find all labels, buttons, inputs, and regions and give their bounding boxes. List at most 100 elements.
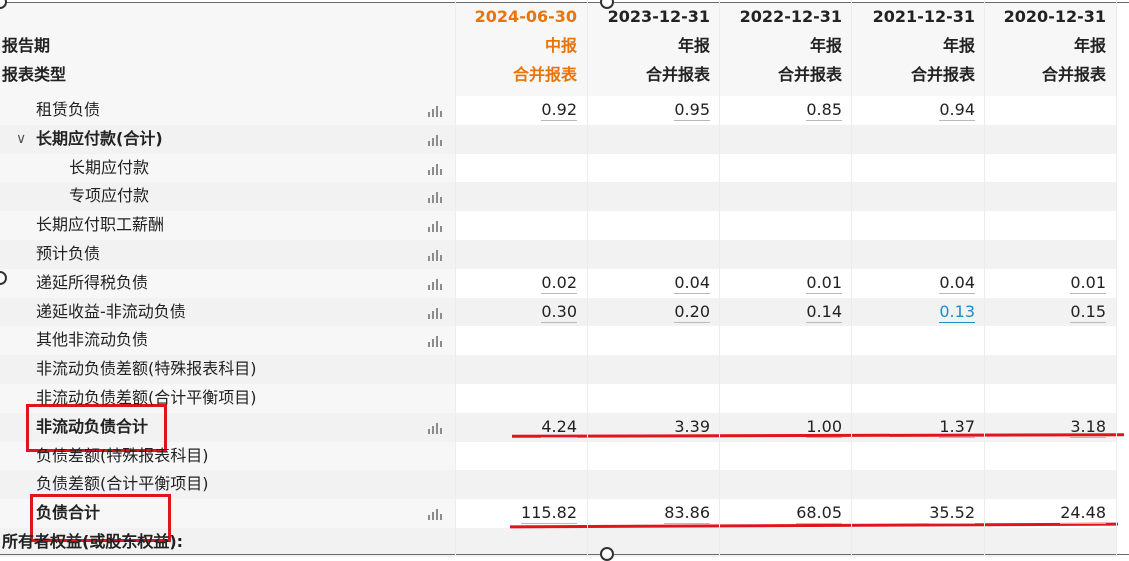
column-separator bbox=[587, 0, 588, 556]
bar-chart-icon[interactable] bbox=[428, 508, 442, 521]
value-text[interactable]: 83.86 bbox=[664, 503, 710, 525]
value-text[interactable]: 3.39 bbox=[674, 416, 710, 438]
bar-chart-icon[interactable] bbox=[428, 307, 442, 319]
value-text[interactable]: 0.20 bbox=[674, 301, 710, 323]
value-text[interactable]: 0.02 bbox=[541, 272, 577, 294]
value-cell[interactable]: 0.85 bbox=[720, 99, 842, 121]
header-period-col1: 中报 bbox=[544, 36, 577, 55]
bar-chart-icon[interactable] bbox=[428, 335, 442, 348]
header-type-col5: 合并报表 bbox=[1041, 65, 1106, 84]
bar-chart-icon[interactable] bbox=[428, 278, 442, 290]
value-text[interactable]: 0.30 bbox=[541, 301, 577, 323]
row-label: 预计负债 bbox=[36, 244, 101, 263]
bar-chart-icon[interactable] bbox=[428, 163, 442, 175]
row-label: 长期应付款 bbox=[69, 157, 150, 177]
value-text[interactable]: 3.18 bbox=[1070, 416, 1106, 438]
value-text[interactable]: 1.00 bbox=[806, 416, 842, 438]
value-text[interactable]: 0.01 bbox=[806, 272, 842, 294]
value-text[interactable]: 1.37 bbox=[939, 416, 975, 438]
bar-chart-icon[interactable] bbox=[428, 191, 442, 204]
frame-bottom-border bbox=[0, 554, 1129, 555]
value-text[interactable]: 0.14 bbox=[806, 301, 842, 323]
value-text[interactable]: 0.95 bbox=[674, 100, 710, 121]
value-cell[interactable]: 0.92 bbox=[455, 99, 577, 121]
row-stripe bbox=[0, 412, 1116, 442]
expand-chevron-icon[interactable]: ∨ bbox=[16, 130, 27, 147]
value-text[interactable]: 0.92 bbox=[541, 100, 577, 121]
bar-chart-icon[interactable] bbox=[428, 422, 442, 434]
row-label: 长期应付职工薪酬 bbox=[36, 215, 165, 235]
value-text[interactable]: 0.85 bbox=[806, 100, 842, 121]
column-separator bbox=[984, 0, 985, 556]
value-cell[interactable]: 0.04 bbox=[588, 272, 710, 294]
value-cell[interactable]: 0.95 bbox=[588, 99, 710, 121]
row-label: 非流动负债差额(合计平衡项目) bbox=[36, 388, 257, 407]
value-text[interactable]: 115.82 bbox=[521, 503, 577, 525]
value-cell[interactable]: 0.02 bbox=[455, 272, 577, 294]
header-period-col2: 年报 bbox=[677, 36, 710, 55]
value-cell[interactable]: 0.20 bbox=[588, 301, 710, 323]
row-label: 递延所得税负债 bbox=[36, 272, 149, 292]
value-cell[interactable]: 24.48 bbox=[985, 502, 1106, 525]
value-text[interactable]: 0.13 bbox=[939, 301, 975, 323]
header-date-col1[interactable]: 2024-06-30 bbox=[474, 7, 577, 26]
value-text[interactable]: 0.94 bbox=[939, 100, 975, 121]
row-label: 负债差额(合计平衡项目) bbox=[36, 474, 209, 494]
report-type-label: 报表类型 bbox=[2, 65, 67, 84]
header-background bbox=[0, 3, 1116, 96]
value-cell[interactable]: 0.14 bbox=[720, 301, 842, 323]
value-cell[interactable]: 0.01 bbox=[720, 272, 842, 294]
header-type-col1: 合并报表 bbox=[512, 65, 577, 84]
bar-chart-icon[interactable] bbox=[428, 134, 442, 146]
row-label: 递延收益-非流动负债 bbox=[36, 301, 186, 321]
row-label: 长期应付款(合计) bbox=[36, 128, 163, 148]
value-cell[interactable]: 68.05 bbox=[720, 502, 842, 525]
row-label: 负债差额(特殊报表科目) bbox=[36, 445, 209, 465]
value-cell[interactable]: 3.18 bbox=[985, 416, 1106, 438]
value-text[interactable]: 4.24 bbox=[541, 416, 577, 438]
row-label: 其他非流动负债 bbox=[36, 330, 149, 350]
value-text[interactable]: 35.52 bbox=[929, 503, 975, 525]
value-cell[interactable]: 1.37 bbox=[852, 416, 975, 438]
selection-handle-top-left[interactable] bbox=[0, 0, 7, 9]
header-date-col5[interactable]: 2020-12-31 bbox=[1003, 7, 1106, 26]
value-cell[interactable]: 35.52 bbox=[852, 502, 975, 525]
value-cell[interactable]: 115.82 bbox=[455, 502, 577, 525]
value-cell[interactable]: 0.13 bbox=[852, 301, 975, 323]
value-cell[interactable]: 0.94 bbox=[852, 99, 975, 121]
value-text[interactable]: 0.04 bbox=[939, 272, 975, 294]
bar-chart-icon[interactable] bbox=[428, 105, 442, 117]
header-period-col4: 年报 bbox=[942, 36, 975, 55]
bar-chart-icon[interactable] bbox=[428, 220, 442, 233]
value-cell[interactable]: 0.04 bbox=[852, 272, 975, 294]
row-label: 非流动负债差额(特殊报表科目) bbox=[36, 359, 257, 379]
report-period-label: 报告期 bbox=[2, 36, 51, 55]
column-separator bbox=[1116, 0, 1117, 556]
value-text[interactable]: 0.01 bbox=[1070, 272, 1106, 294]
value-cell[interactable]: 0.15 bbox=[985, 301, 1106, 323]
value-text[interactable]: 24.48 bbox=[1060, 503, 1106, 525]
selection-handle-middle-left[interactable] bbox=[0, 271, 7, 285]
header-date-col2[interactable]: 2023-12-31 bbox=[607, 7, 710, 26]
header-date-col3[interactable]: 2022-12-31 bbox=[739, 7, 842, 26]
row-label: 所有者权益(或股东权益): bbox=[2, 532, 184, 551]
value-text[interactable]: 0.04 bbox=[674, 272, 710, 294]
value-cell[interactable]: 3.39 bbox=[588, 416, 710, 438]
value-cell[interactable]: 4.24 bbox=[455, 416, 577, 438]
value-cell[interactable]: 1.00 bbox=[720, 416, 842, 438]
row-label: 负债合计 bbox=[36, 503, 101, 523]
value-cell[interactable]: 0.01 bbox=[985, 272, 1106, 294]
selection-handle-bottom-center[interactable] bbox=[600, 547, 614, 561]
value-text[interactable]: 68.05 bbox=[796, 503, 842, 525]
column-separator bbox=[851, 0, 852, 556]
value-cell[interactable]: 0.30 bbox=[455, 301, 577, 323]
annotation-box-total-liabilities bbox=[30, 494, 171, 542]
value-text[interactable]: 0.15 bbox=[1070, 301, 1106, 323]
header-date-col4[interactable]: 2021-12-31 bbox=[872, 7, 975, 26]
selection-handle-top-center[interactable] bbox=[600, 0, 614, 9]
value-cell[interactable]: 83.86 bbox=[588, 502, 710, 525]
row-label: 专项应付款 bbox=[69, 186, 150, 206]
column-separator bbox=[455, 0, 456, 556]
bar-chart-icon[interactable] bbox=[428, 249, 442, 261]
